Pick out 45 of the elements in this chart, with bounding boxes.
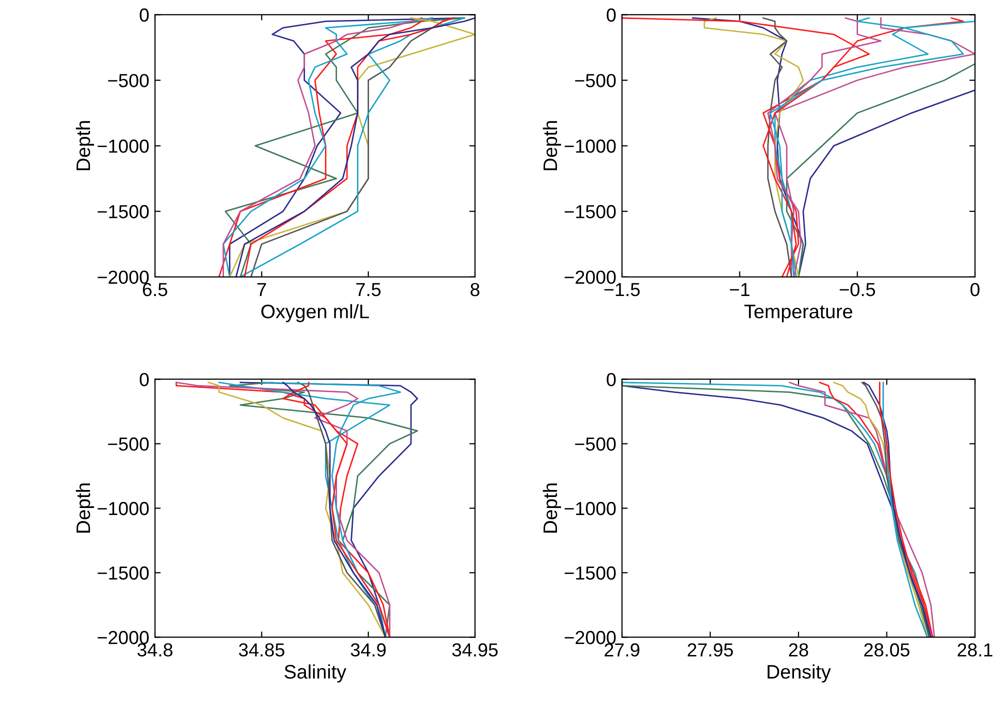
x-tick-label: 28.1 xyxy=(958,643,992,657)
y-tick-label: −2000 xyxy=(564,270,616,284)
y-axis-title: Depth xyxy=(542,121,562,170)
y-tick-label: 0 xyxy=(140,372,149,386)
x-tick-label: −1 xyxy=(730,283,750,296)
y-tick-label: −2000 xyxy=(564,630,616,644)
x-tick-label: 27.95 xyxy=(688,643,733,657)
y-tick-label: −500 xyxy=(108,74,149,88)
y-tick-label: −1000 xyxy=(98,140,149,153)
y-tick-label: −1500 xyxy=(98,566,149,580)
x-axis-title: Salinity xyxy=(284,664,346,683)
y-tick-label: −1000 xyxy=(564,502,616,516)
x-tick-label: 34.95 xyxy=(452,643,498,657)
y-tick-label: −1000 xyxy=(564,140,616,153)
y-axis-title: Depth xyxy=(542,484,562,533)
y-tick-label: −500 xyxy=(575,437,616,451)
y-axis-title: Depth xyxy=(76,484,94,533)
x-tick-label: 7.5 xyxy=(356,283,381,296)
x-tick-label: 27.9 xyxy=(604,643,640,657)
y-tick-label: 0 xyxy=(140,8,149,22)
y-tick-label: −1500 xyxy=(98,205,149,218)
y-tick-label: 0 xyxy=(606,8,616,22)
y-tick-label: 0 xyxy=(606,372,616,386)
x-tick-label: 8 xyxy=(470,282,480,296)
y-tick-label: −1000 xyxy=(98,502,149,516)
x-tick-label: −1.5 xyxy=(604,283,640,296)
y-tick-label: −1500 xyxy=(564,566,616,580)
x-axis-title: Density xyxy=(768,664,831,683)
x-tick-label: 7 xyxy=(257,283,266,296)
y-tick-label: −2000 xyxy=(98,630,149,644)
x-axis-title: Oxygen ml/L xyxy=(261,304,369,322)
y-axis-title: Depth xyxy=(76,121,94,170)
x-tick-label: 28 xyxy=(789,643,808,657)
x-tick-label: 0 xyxy=(970,282,980,296)
x-tick-label: −0.5 xyxy=(840,282,876,296)
x-tick-label: 34.8 xyxy=(137,643,172,657)
y-tick-label: −500 xyxy=(108,437,149,451)
x-axis-title: Temperature xyxy=(744,304,852,322)
y-tick-label: −1500 xyxy=(564,205,616,218)
x-tick-label: 34.9 xyxy=(350,643,386,657)
x-tick-label: 6.5 xyxy=(142,282,168,296)
y-tick-label: −2000 xyxy=(98,270,149,284)
x-tick-label: 34.85 xyxy=(238,643,284,657)
x-tick-label: 28.05 xyxy=(864,643,910,657)
y-tick-label: −500 xyxy=(575,74,616,88)
